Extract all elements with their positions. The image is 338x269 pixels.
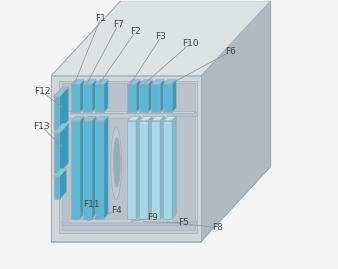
Polygon shape [164,84,172,112]
Polygon shape [148,80,152,112]
Text: F1: F1 [95,14,106,23]
Polygon shape [62,221,196,225]
Polygon shape [51,76,201,242]
Polygon shape [95,116,108,121]
Polygon shape [114,137,120,187]
Polygon shape [92,116,96,219]
Polygon shape [95,84,104,112]
Polygon shape [61,221,196,223]
Polygon shape [61,112,196,113]
Polygon shape [140,116,152,121]
Polygon shape [140,84,148,112]
Polygon shape [83,116,96,121]
Polygon shape [148,116,152,219]
Polygon shape [172,116,176,219]
Polygon shape [83,84,92,112]
Polygon shape [140,121,148,219]
Polygon shape [127,116,140,121]
Polygon shape [54,87,69,97]
Polygon shape [68,218,173,223]
Polygon shape [160,80,164,112]
Polygon shape [95,80,108,84]
Polygon shape [201,1,271,242]
Polygon shape [160,116,164,219]
Polygon shape [54,123,69,133]
Polygon shape [95,121,104,219]
Polygon shape [54,97,59,130]
Text: F9: F9 [147,214,159,222]
Text: F6: F6 [225,47,236,56]
Polygon shape [151,84,160,112]
Polygon shape [164,80,176,84]
Polygon shape [164,116,176,121]
Polygon shape [71,84,80,112]
Text: F8: F8 [212,223,223,232]
Polygon shape [164,121,172,219]
Text: F10: F10 [182,39,199,48]
Text: F5: F5 [178,218,189,227]
Polygon shape [59,169,67,199]
Polygon shape [68,114,173,118]
Polygon shape [54,169,67,176]
Text: F13: F13 [33,122,50,131]
Polygon shape [136,80,140,112]
Polygon shape [151,80,164,84]
Polygon shape [92,80,96,112]
Polygon shape [71,80,84,84]
Polygon shape [172,80,176,112]
Text: F12: F12 [34,87,50,96]
Polygon shape [83,80,96,84]
Polygon shape [59,87,69,130]
Polygon shape [62,112,196,116]
Polygon shape [71,116,84,121]
Polygon shape [71,121,80,219]
Text: F11: F11 [83,200,100,208]
Polygon shape [54,176,59,199]
Polygon shape [140,80,152,84]
Text: F4: F4 [112,206,122,215]
Polygon shape [111,127,121,200]
Polygon shape [83,121,92,219]
Polygon shape [59,123,69,173]
Polygon shape [151,116,164,121]
Text: F3: F3 [155,32,166,41]
Text: F2: F2 [130,27,141,36]
Polygon shape [54,133,59,173]
Polygon shape [80,116,84,219]
Polygon shape [62,83,195,230]
Polygon shape [136,116,140,219]
Polygon shape [58,81,196,233]
Polygon shape [151,121,160,219]
Polygon shape [127,84,136,112]
Polygon shape [127,121,136,219]
Polygon shape [51,1,271,76]
Polygon shape [104,116,108,219]
Polygon shape [104,80,108,112]
Polygon shape [127,80,140,84]
Text: F7: F7 [113,20,124,29]
Polygon shape [80,80,84,112]
